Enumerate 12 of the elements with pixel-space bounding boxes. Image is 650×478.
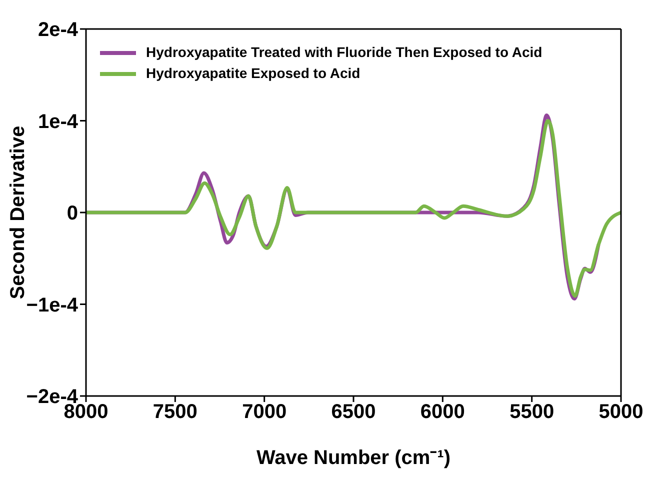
y-tick-label: 0 xyxy=(66,202,78,225)
x-tick-label: 7500 xyxy=(152,401,198,424)
y-tick-label: 2e-4 xyxy=(38,19,79,42)
legend-label: Hydroxyapatite Exposed to Acid xyxy=(146,64,360,83)
x-tick-label: 5000 xyxy=(598,401,644,424)
x-axis-title: Wave Number (cm⁻¹) xyxy=(256,447,451,469)
legend-label: Hydroxyapatite Treated with Fluoride Then Exposed to Acid xyxy=(146,43,542,62)
x-tick-label: 7000 xyxy=(242,401,287,424)
x-tick-label: 6000 xyxy=(420,401,465,424)
x-tick-label: 5500 xyxy=(510,401,554,424)
y-tick-label: 1e-4 xyxy=(38,110,79,133)
x-tick-label: 6500 xyxy=(331,401,376,424)
